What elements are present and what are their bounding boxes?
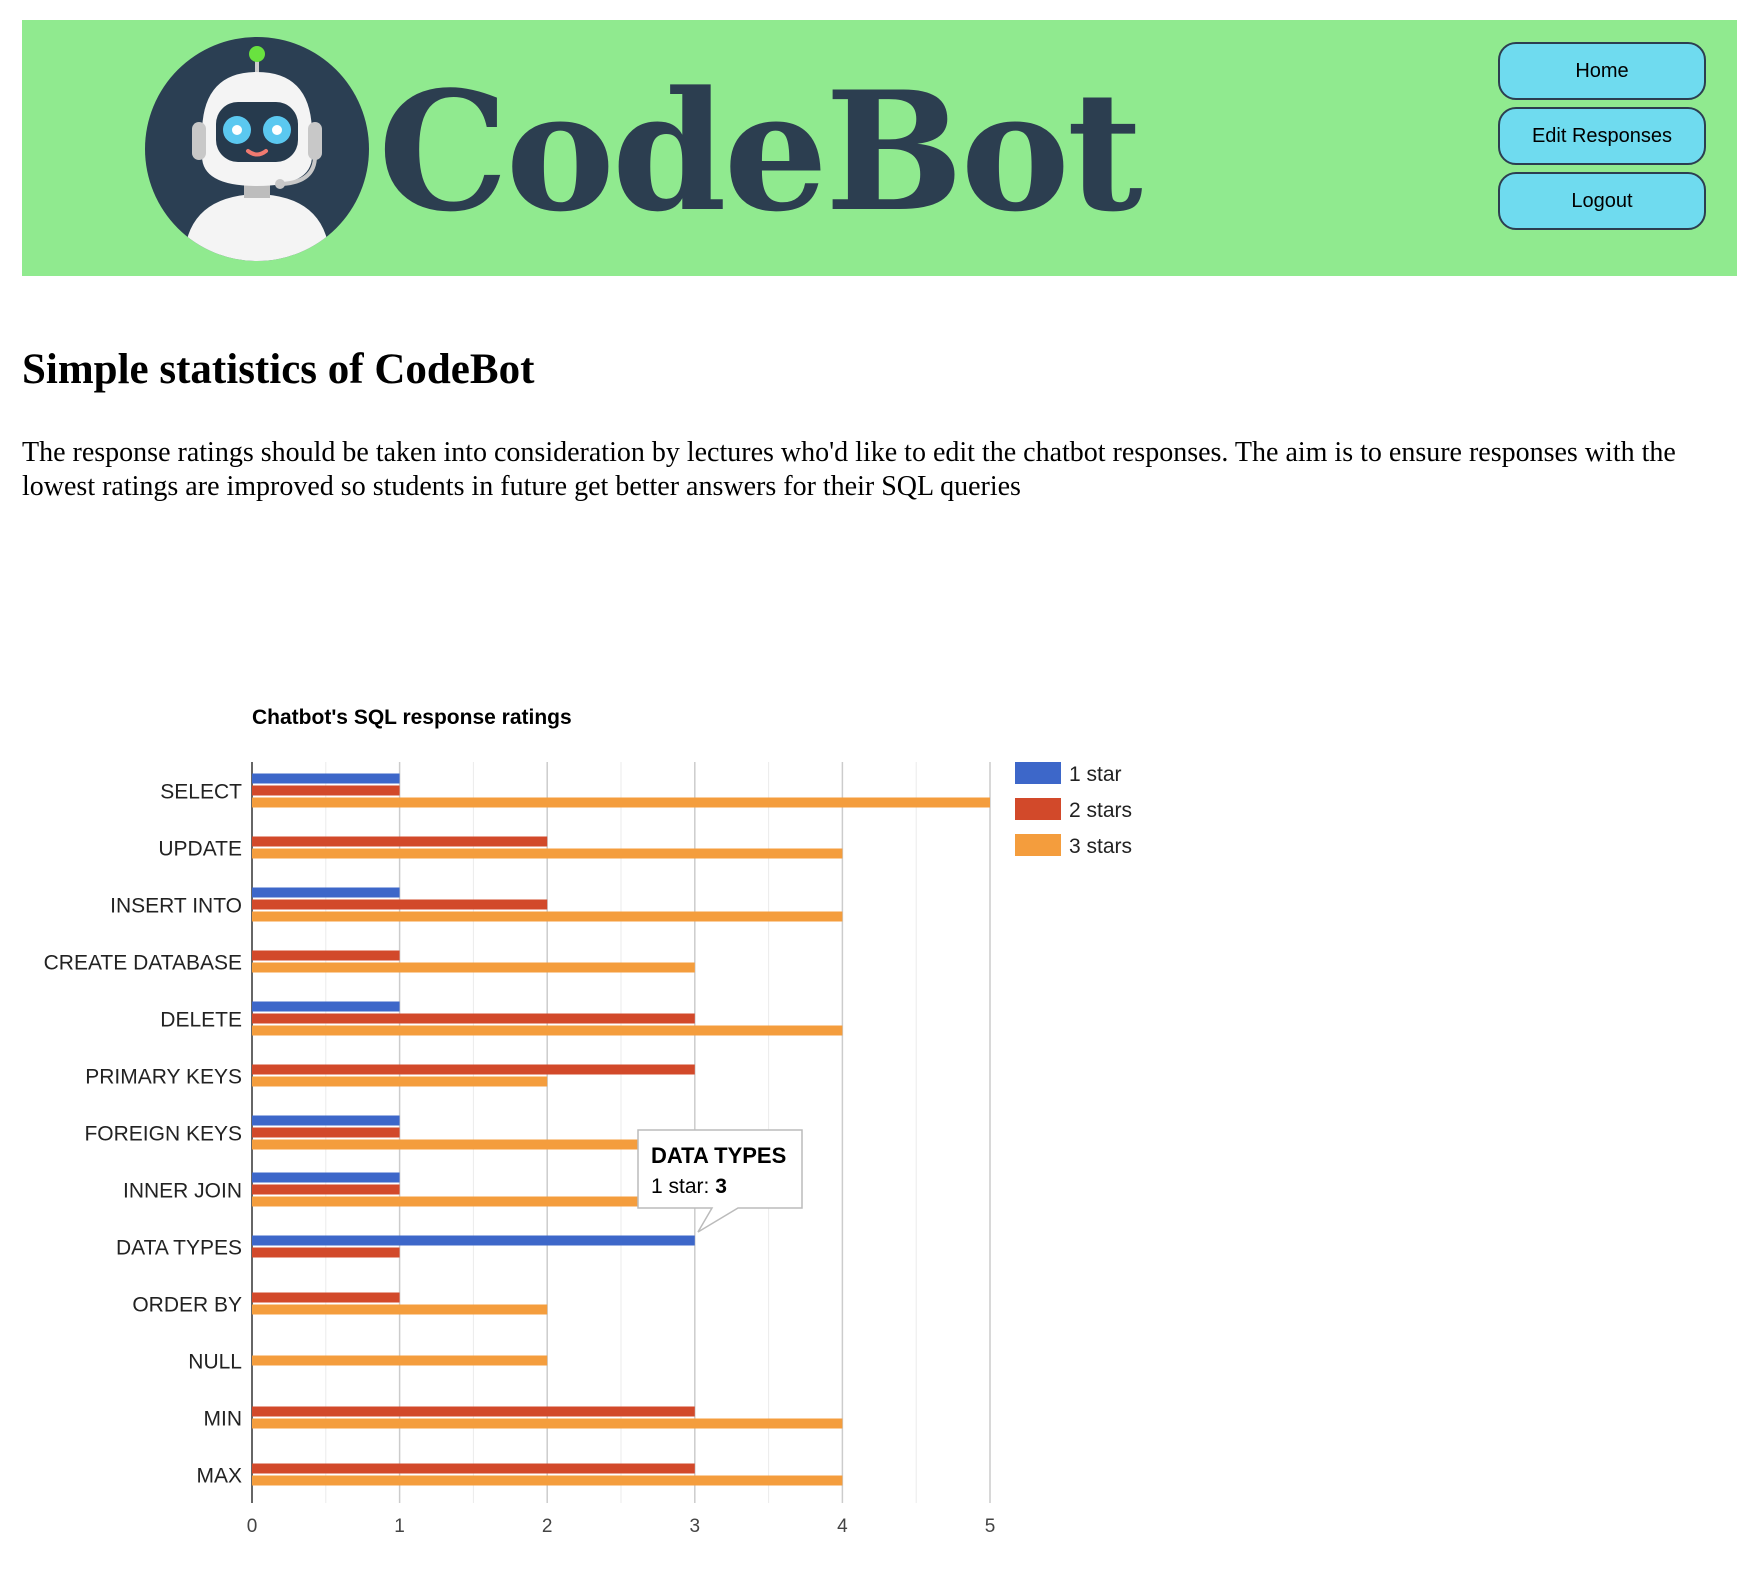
bar-inner-join-series-3: [252, 1196, 695, 1207]
bar-insert-into-series-1: [252, 887, 400, 898]
bar-insert-into-series-3: [252, 911, 843, 922]
bar-data-types-series-2: [252, 1247, 400, 1258]
x-tick-label: 3: [690, 1516, 701, 1537]
chart-grid: [251, 762, 991, 1503]
chart-title: Chatbot's SQL response ratings: [252, 706, 572, 729]
home-button[interactable]: Home: [1498, 42, 1706, 100]
bar-update-series-2: [252, 836, 548, 847]
bar-insert-into-series-2: [252, 899, 548, 910]
category-label: DATA TYPES: [116, 1237, 242, 1260]
bar-select-series-2: [252, 785, 400, 796]
legend-label: 2 stars: [1069, 799, 1132, 822]
bar-data-types-series-1: [252, 1235, 695, 1246]
nav-menu: Home Edit Responses Logout: [1498, 42, 1706, 237]
bar-min-series-3: [252, 1418, 843, 1429]
bar-foreign-keys-series-3: [252, 1139, 695, 1150]
category-label: SELECT: [160, 781, 242, 804]
category-label: INNER JOIN: [123, 1180, 242, 1203]
bar-order-by-series-3: [252, 1304, 548, 1315]
tooltip-category: DATA TYPES: [651, 1143, 786, 1168]
bar-null-series-3: [252, 1355, 548, 1366]
x-tick-label: 1: [394, 1516, 405, 1537]
category-label: INSERT INTO: [110, 895, 242, 918]
chart-tooltip: DATA TYPES 1 star: 3: [637, 1129, 803, 1233]
brand-name: CodeBot: [378, 55, 1143, 248]
bar-inner-join-series-1: [252, 1172, 400, 1183]
category-label: DELETE: [160, 1009, 242, 1032]
bar-order-by-series-2: [252, 1292, 400, 1303]
category-label: FOREIGN KEYS: [84, 1123, 242, 1146]
x-tick-label: 0: [247, 1516, 258, 1537]
chart-category-labels: SELECT UPDATE INSERT INTO CREATE DATABASE DE…: [44, 781, 243, 1488]
bar-primary-keys-series-3: [252, 1076, 548, 1087]
codebot-logo: [142, 34, 372, 264]
page-title: Simple statistics of CodeBot: [22, 346, 535, 393]
category-label: MAX: [196, 1465, 242, 1488]
category-label: CREATE DATABASE: [44, 952, 242, 975]
legend-label: 3 stars: [1069, 835, 1132, 858]
tooltip-box: [637, 1129, 803, 1233]
intro-paragraph: The response ratings should be taken int…: [22, 437, 1676, 502]
bar-select-series-3: [252, 797, 990, 808]
bar-delete-series-2: [252, 1013, 695, 1024]
chart-legend: 1 star 2 stars 3 stars: [1015, 762, 1132, 858]
category-label: NULL: [188, 1351, 242, 1374]
bar-max-series-2: [252, 1463, 695, 1474]
legend-swatch: [1015, 798, 1061, 820]
ratings-chart: Chatbot's SQL response ratings SELECT UPD…: [44, 706, 1132, 1537]
bar-primary-keys-series-2: [252, 1064, 695, 1075]
bar-max-series-3: [252, 1475, 843, 1486]
bar-min-series-2: [252, 1406, 695, 1417]
logout-button[interactable]: Logout: [1498, 172, 1706, 230]
legend-swatch: [1015, 834, 1061, 856]
legend-swatch: [1015, 762, 1061, 784]
category-label: ORDER BY: [132, 1294, 242, 1317]
category-label: MIN: [204, 1408, 243, 1431]
header-bar: CodeBot Home Edit Responses Logout: [22, 20, 1737, 276]
chart-bars: [252, 773, 990, 1486]
bar-foreign-keys-series-2: [252, 1127, 400, 1138]
bar-delete-series-3: [252, 1025, 843, 1036]
x-tick-label: 2: [542, 1516, 553, 1537]
bar-create-database-series-3: [252, 962, 695, 973]
bar-update-series-3: [252, 848, 843, 859]
legend-label: 1 star: [1069, 763, 1122, 786]
tooltip-value-line: 1 star: 3: [651, 1175, 727, 1198]
bar-foreign-keys-series-1: [252, 1115, 400, 1126]
tooltip-value: 3: [715, 1175, 727, 1198]
category-label: PRIMARY KEYS: [85, 1066, 242, 1089]
category-label: UPDATE: [158, 838, 242, 861]
x-tick-label: 5: [985, 1516, 996, 1537]
x-tick-label: 4: [837, 1516, 848, 1537]
bar-delete-series-1: [252, 1001, 400, 1012]
tooltip-series-label: 1 star:: [651, 1175, 715, 1198]
bar-select-series-1: [252, 773, 400, 784]
edit-responses-button[interactable]: Edit Responses: [1498, 107, 1706, 165]
bar-inner-join-series-2: [252, 1184, 400, 1195]
chart-x-ticks: 0 1 2 3 4 5: [247, 1516, 996, 1537]
robot-icon: [145, 37, 369, 261]
bar-create-database-series-2: [252, 950, 400, 961]
